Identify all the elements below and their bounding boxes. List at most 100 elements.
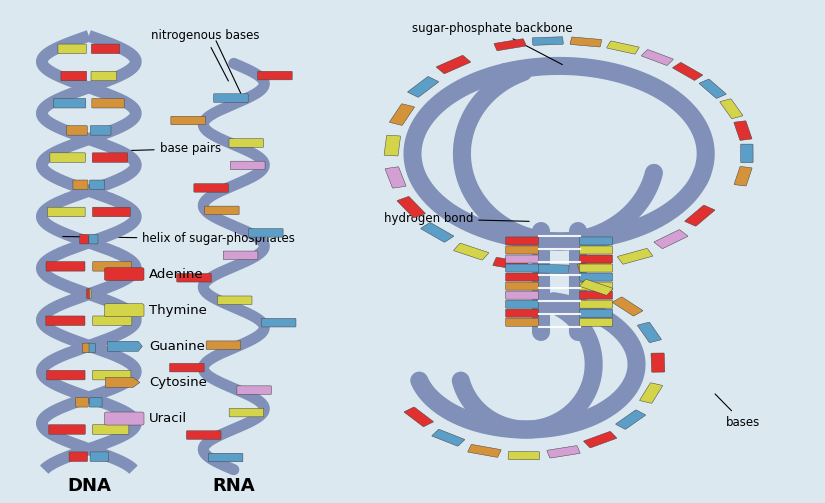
FancyBboxPatch shape xyxy=(224,251,258,260)
FancyBboxPatch shape xyxy=(50,153,86,162)
FancyBboxPatch shape xyxy=(493,258,528,271)
FancyBboxPatch shape xyxy=(580,255,612,263)
FancyBboxPatch shape xyxy=(105,412,144,425)
FancyBboxPatch shape xyxy=(105,304,144,317)
FancyBboxPatch shape xyxy=(699,79,726,98)
FancyBboxPatch shape xyxy=(76,397,88,407)
FancyBboxPatch shape xyxy=(88,343,95,353)
FancyBboxPatch shape xyxy=(506,255,539,263)
FancyBboxPatch shape xyxy=(389,104,414,125)
FancyBboxPatch shape xyxy=(615,410,646,429)
FancyBboxPatch shape xyxy=(468,445,501,457)
FancyBboxPatch shape xyxy=(89,397,102,407)
FancyBboxPatch shape xyxy=(214,94,248,102)
FancyBboxPatch shape xyxy=(91,126,111,135)
FancyBboxPatch shape xyxy=(408,76,439,97)
FancyBboxPatch shape xyxy=(506,282,539,290)
FancyBboxPatch shape xyxy=(92,316,132,325)
FancyBboxPatch shape xyxy=(580,318,612,326)
Text: nitrogenous bases: nitrogenous bases xyxy=(151,29,259,81)
FancyBboxPatch shape xyxy=(672,62,703,80)
FancyBboxPatch shape xyxy=(61,71,87,81)
FancyBboxPatch shape xyxy=(583,432,617,448)
FancyBboxPatch shape xyxy=(734,166,752,186)
Text: Guanine: Guanine xyxy=(149,340,205,353)
Text: hydrogen bond: hydrogen bond xyxy=(384,212,529,225)
FancyBboxPatch shape xyxy=(506,237,539,245)
FancyBboxPatch shape xyxy=(685,205,714,226)
FancyBboxPatch shape xyxy=(82,343,89,353)
FancyBboxPatch shape xyxy=(580,279,613,295)
Text: base pairs: base pairs xyxy=(111,142,221,155)
FancyBboxPatch shape xyxy=(92,44,120,54)
FancyBboxPatch shape xyxy=(87,289,89,298)
FancyBboxPatch shape xyxy=(734,121,752,140)
FancyBboxPatch shape xyxy=(535,265,569,274)
FancyBboxPatch shape xyxy=(229,408,264,417)
FancyBboxPatch shape xyxy=(237,386,271,394)
FancyBboxPatch shape xyxy=(90,452,109,461)
FancyBboxPatch shape xyxy=(208,453,243,462)
FancyBboxPatch shape xyxy=(612,297,643,316)
FancyBboxPatch shape xyxy=(506,309,539,317)
Polygon shape xyxy=(106,377,140,387)
FancyBboxPatch shape xyxy=(421,222,454,242)
FancyBboxPatch shape xyxy=(638,322,662,343)
FancyBboxPatch shape xyxy=(92,207,130,217)
FancyBboxPatch shape xyxy=(580,246,612,254)
FancyBboxPatch shape xyxy=(170,363,204,372)
FancyBboxPatch shape xyxy=(67,126,87,135)
FancyBboxPatch shape xyxy=(506,246,539,254)
FancyBboxPatch shape xyxy=(177,274,211,282)
FancyBboxPatch shape xyxy=(606,41,639,54)
FancyBboxPatch shape xyxy=(92,153,128,162)
FancyBboxPatch shape xyxy=(639,383,662,403)
FancyBboxPatch shape xyxy=(580,273,612,281)
FancyBboxPatch shape xyxy=(532,37,563,45)
FancyBboxPatch shape xyxy=(90,180,105,190)
FancyBboxPatch shape xyxy=(385,167,406,188)
FancyBboxPatch shape xyxy=(229,139,264,147)
FancyBboxPatch shape xyxy=(92,370,131,380)
Text: Adenine: Adenine xyxy=(149,268,204,281)
FancyBboxPatch shape xyxy=(92,262,132,271)
FancyBboxPatch shape xyxy=(431,430,464,446)
FancyBboxPatch shape xyxy=(506,300,539,308)
FancyBboxPatch shape xyxy=(89,234,98,244)
Text: Cytosine: Cytosine xyxy=(149,376,207,389)
FancyBboxPatch shape xyxy=(262,318,296,327)
FancyBboxPatch shape xyxy=(578,261,612,272)
FancyBboxPatch shape xyxy=(54,99,86,108)
Text: Uracil: Uracil xyxy=(149,412,187,425)
Text: sugar-phosphate backbone: sugar-phosphate backbone xyxy=(412,22,573,64)
FancyBboxPatch shape xyxy=(46,262,85,271)
FancyBboxPatch shape xyxy=(506,291,539,299)
FancyBboxPatch shape xyxy=(570,37,601,47)
FancyBboxPatch shape xyxy=(436,55,471,73)
FancyBboxPatch shape xyxy=(47,370,85,380)
FancyBboxPatch shape xyxy=(454,243,488,260)
FancyBboxPatch shape xyxy=(205,206,239,215)
FancyBboxPatch shape xyxy=(194,184,229,192)
FancyBboxPatch shape xyxy=(508,452,540,460)
FancyBboxPatch shape xyxy=(46,316,85,325)
FancyBboxPatch shape xyxy=(257,71,292,80)
FancyBboxPatch shape xyxy=(384,135,401,156)
FancyBboxPatch shape xyxy=(494,39,526,51)
Text: Thymine: Thymine xyxy=(149,304,207,317)
FancyBboxPatch shape xyxy=(404,407,433,427)
FancyBboxPatch shape xyxy=(218,296,252,304)
FancyBboxPatch shape xyxy=(69,452,87,461)
FancyBboxPatch shape xyxy=(641,50,673,65)
FancyBboxPatch shape xyxy=(617,248,653,264)
FancyBboxPatch shape xyxy=(580,291,612,299)
FancyBboxPatch shape xyxy=(720,99,742,119)
FancyBboxPatch shape xyxy=(88,289,91,298)
FancyBboxPatch shape xyxy=(91,71,117,81)
FancyBboxPatch shape xyxy=(80,234,89,244)
FancyBboxPatch shape xyxy=(206,341,241,350)
FancyBboxPatch shape xyxy=(580,309,612,317)
FancyBboxPatch shape xyxy=(186,431,221,439)
FancyBboxPatch shape xyxy=(49,425,85,434)
Text: bases: bases xyxy=(715,394,760,429)
